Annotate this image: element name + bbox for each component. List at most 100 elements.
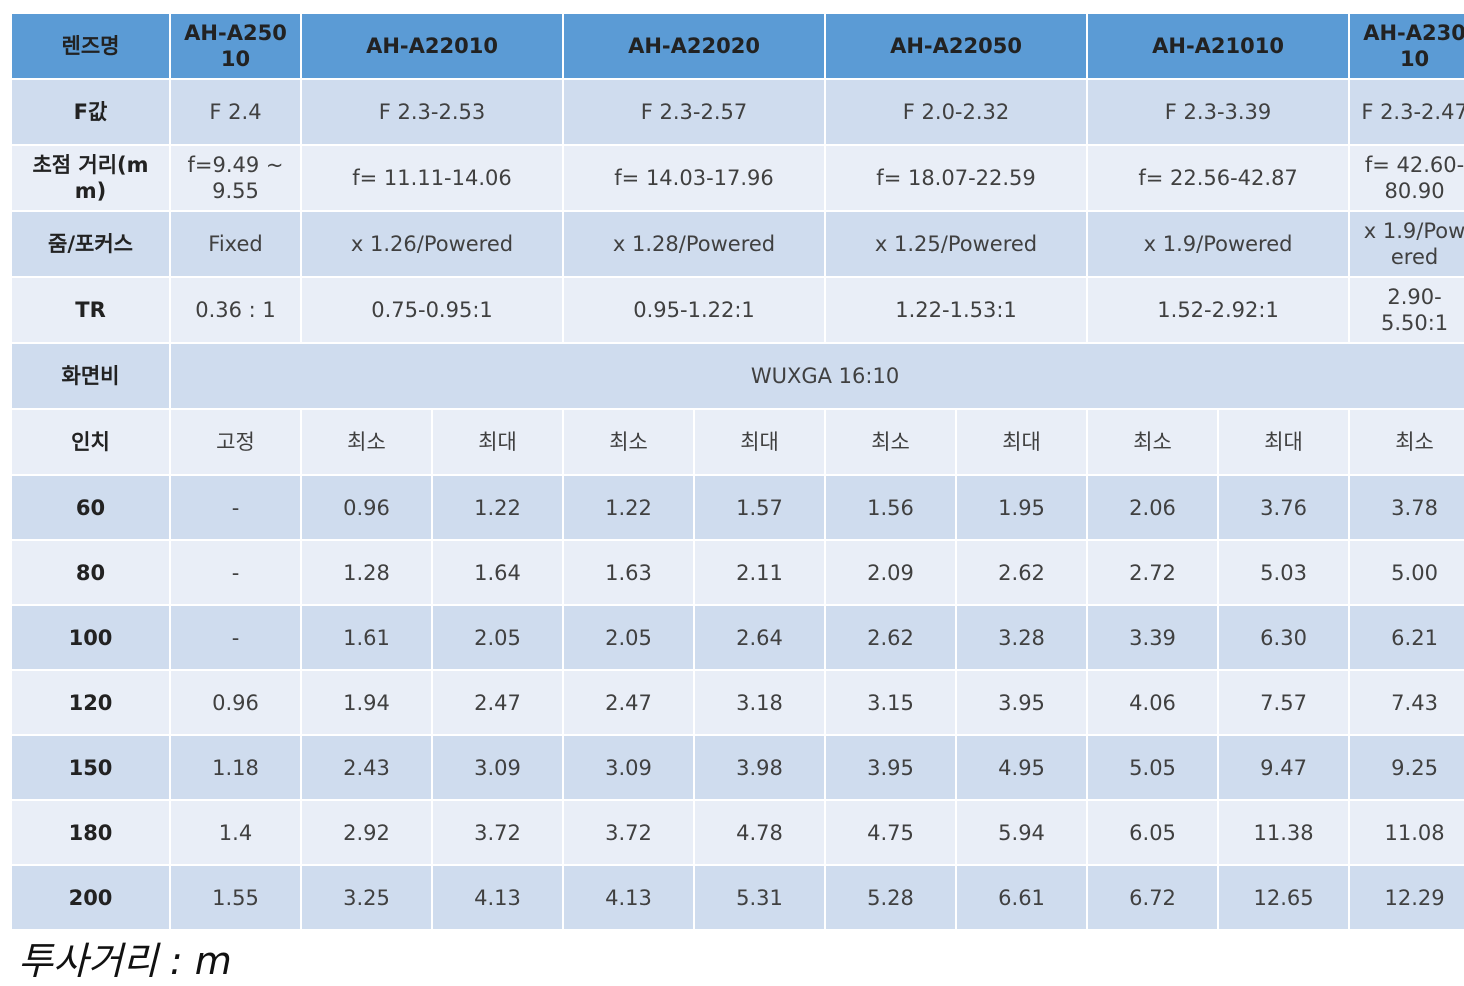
lens-header-a23010: AH-A230 10	[1350, 14, 1464, 78]
row-label: F값	[12, 80, 169, 144]
distance-cell: 3.95	[957, 671, 1087, 734]
distance-cell: 2.05	[564, 606, 694, 669]
distance-cell: 11.08	[1350, 801, 1464, 864]
distance-cell: 1.4	[171, 801, 300, 864]
distance-cell: 1.56	[826, 476, 956, 539]
size-column-header: 최대	[1219, 410, 1349, 474]
distance-cell: 4.13	[564, 866, 694, 929]
inch-size-cell: 200	[12, 866, 169, 929]
spec-cell: F 2.4	[171, 80, 300, 144]
inch-size-cell: 60	[12, 476, 169, 539]
distance-cell: 3.95	[826, 736, 956, 799]
distance-cell: 5.05	[1088, 736, 1218, 799]
distance-cell: -	[171, 476, 300, 539]
spec-cell: f= 14.03-17.96	[564, 146, 825, 210]
distance-cell: 9.25	[1350, 736, 1464, 799]
distance-cell: 2.11	[695, 541, 825, 604]
spec-cell: F 2.3-2.57	[564, 80, 825, 144]
distance-cell: 3.25	[302, 866, 431, 929]
table-row: 80-1.28 1.64 1.63 2.11 2.09 2.62 2.72 5.03 5.00	[12, 541, 1464, 604]
spec-row-throw-ratio: TR 0.36 : 1 0.75-0.95:1 0.95-1.22:1 1.22…	[12, 278, 1464, 342]
distance-cell: 1.64	[433, 541, 563, 604]
distance-cell: 3.72	[564, 801, 694, 864]
size-column-header: 최소	[1350, 410, 1464, 474]
aspect-ratio-value: WUXGA 16:10	[171, 344, 1464, 408]
spec-cell: 0.95-1.22:1	[564, 278, 825, 342]
inch-size-cell: 150	[12, 736, 169, 799]
distance-cell: 3.15	[826, 671, 956, 734]
distance-cell: 7.43	[1350, 671, 1464, 734]
distance-cell: 4.95	[957, 736, 1087, 799]
spec-cell: f= 11.11-14.06	[302, 146, 563, 210]
distance-cell: 4.78	[695, 801, 825, 864]
distance-cell: 2.05	[433, 606, 563, 669]
distance-cell: 2.64	[695, 606, 825, 669]
spec-cell: 2.90-5.50:1	[1350, 278, 1464, 342]
table-row: 120 0.96 1.94 2.47 2.47 3.18 3.15 3.95 4.06 7.57 7…	[12, 671, 1464, 734]
size-column-header: 최소	[1088, 410, 1218, 474]
inch-size-cell: 120	[12, 671, 169, 734]
distance-cell: 3.39	[1088, 606, 1218, 669]
table-row: 200 1.55 3.25 4.13 4.13 5.31 5.28 6.61 6.72 12.65…	[12, 866, 1464, 929]
spec-cell: f= 42.60-80.90	[1350, 146, 1464, 210]
distance-cell: 0.96	[302, 476, 431, 539]
distance-cell: 2.47	[433, 671, 563, 734]
size-column-header: 고정	[171, 410, 300, 474]
distance-cell: 7.57	[1219, 671, 1349, 734]
distance-cell: -	[171, 606, 300, 669]
spec-cell: F 2.3-2.47	[1350, 80, 1464, 144]
distance-cell: 3.76	[1219, 476, 1349, 539]
spec-cell: f= 18.07-22.59	[826, 146, 1087, 210]
projection-distance-table: 렌즈명 AH-A250 10 AH-A22010 AH-A22020 AH-A2…	[10, 12, 1464, 931]
distance-cell: 2.72	[1088, 541, 1218, 604]
lens-header-a22050: AH-A22050	[826, 14, 1087, 78]
distance-cell: 1.22	[564, 476, 694, 539]
distance-cell: -	[171, 541, 300, 604]
header-row: 렌즈명 AH-A250 10 AH-A22010 AH-A22020 AH-A2…	[12, 14, 1464, 78]
spec-cell: F 2.0-2.32	[826, 80, 1087, 144]
spec-cell: x 1.9/Powered	[1088, 212, 1349, 276]
inch-size-cell: 80	[12, 541, 169, 604]
distance-cell: 6.21	[1350, 606, 1464, 669]
row-label: 화면비	[12, 344, 169, 408]
lens-header-a22010: AH-A22010	[302, 14, 563, 78]
size-column-header: 최소	[564, 410, 694, 474]
distance-cell: 3.78	[1350, 476, 1464, 539]
distance-cell: 1.61	[302, 606, 431, 669]
distance-cell: 1.63	[564, 541, 694, 604]
distance-cell: 0.96	[171, 671, 300, 734]
lens-header-a21010: AH-A21010	[1088, 14, 1349, 78]
aspect-ratio-row: 화면비 WUXGA 16:10	[12, 344, 1464, 408]
distance-cell: 1.18	[171, 736, 300, 799]
spec-cell: f=9.49 ~ 9.55	[171, 146, 300, 210]
spec-cell: 0.36 : 1	[171, 278, 300, 342]
spec-cell: F 2.3-2.53	[302, 80, 563, 144]
row-label: 줌/포커스	[12, 212, 169, 276]
distance-cell: 6.61	[957, 866, 1087, 929]
lens-header-a22020: AH-A22020	[564, 14, 825, 78]
size-column-header: 최소	[826, 410, 956, 474]
spec-cell: Fixed	[171, 212, 300, 276]
table-row: 100-1.61 2.05 2.05 2.64 2.62 3.28 3.39 6.30 6.21	[12, 606, 1464, 669]
distance-cell: 12.65	[1219, 866, 1349, 929]
distance-cell: 2.43	[302, 736, 431, 799]
spec-cell: x 1.9/Pow ered	[1350, 212, 1464, 276]
distance-cell: 1.94	[302, 671, 431, 734]
distance-cell: 1.57	[695, 476, 825, 539]
distance-cell: 2.09	[826, 541, 956, 604]
distance-cell: 3.98	[695, 736, 825, 799]
table-row: 60-0.96 1.22 1.22 1.57 1.56 1.95 2.06 3.76 3.78	[12, 476, 1464, 539]
distance-cell: 3.18	[695, 671, 825, 734]
distance-cell: 5.00	[1350, 541, 1464, 604]
distance-cell: 2.06	[1088, 476, 1218, 539]
table-row: 180 1.4 2.92 3.72 3.72 4.78 4.75 5.94 6.05 11.38 1…	[12, 801, 1464, 864]
spec-cell: x 1.26/Powered	[302, 212, 563, 276]
size-column-header: 최대	[433, 410, 563, 474]
distance-cell: 11.38	[1219, 801, 1349, 864]
distance-cell: 4.75	[826, 801, 956, 864]
distance-cell: 1.22	[433, 476, 563, 539]
distance-cell: 3.09	[564, 736, 694, 799]
distance-cell: 4.13	[433, 866, 563, 929]
distance-cell: 5.31	[695, 866, 825, 929]
distance-cell: 1.28	[302, 541, 431, 604]
